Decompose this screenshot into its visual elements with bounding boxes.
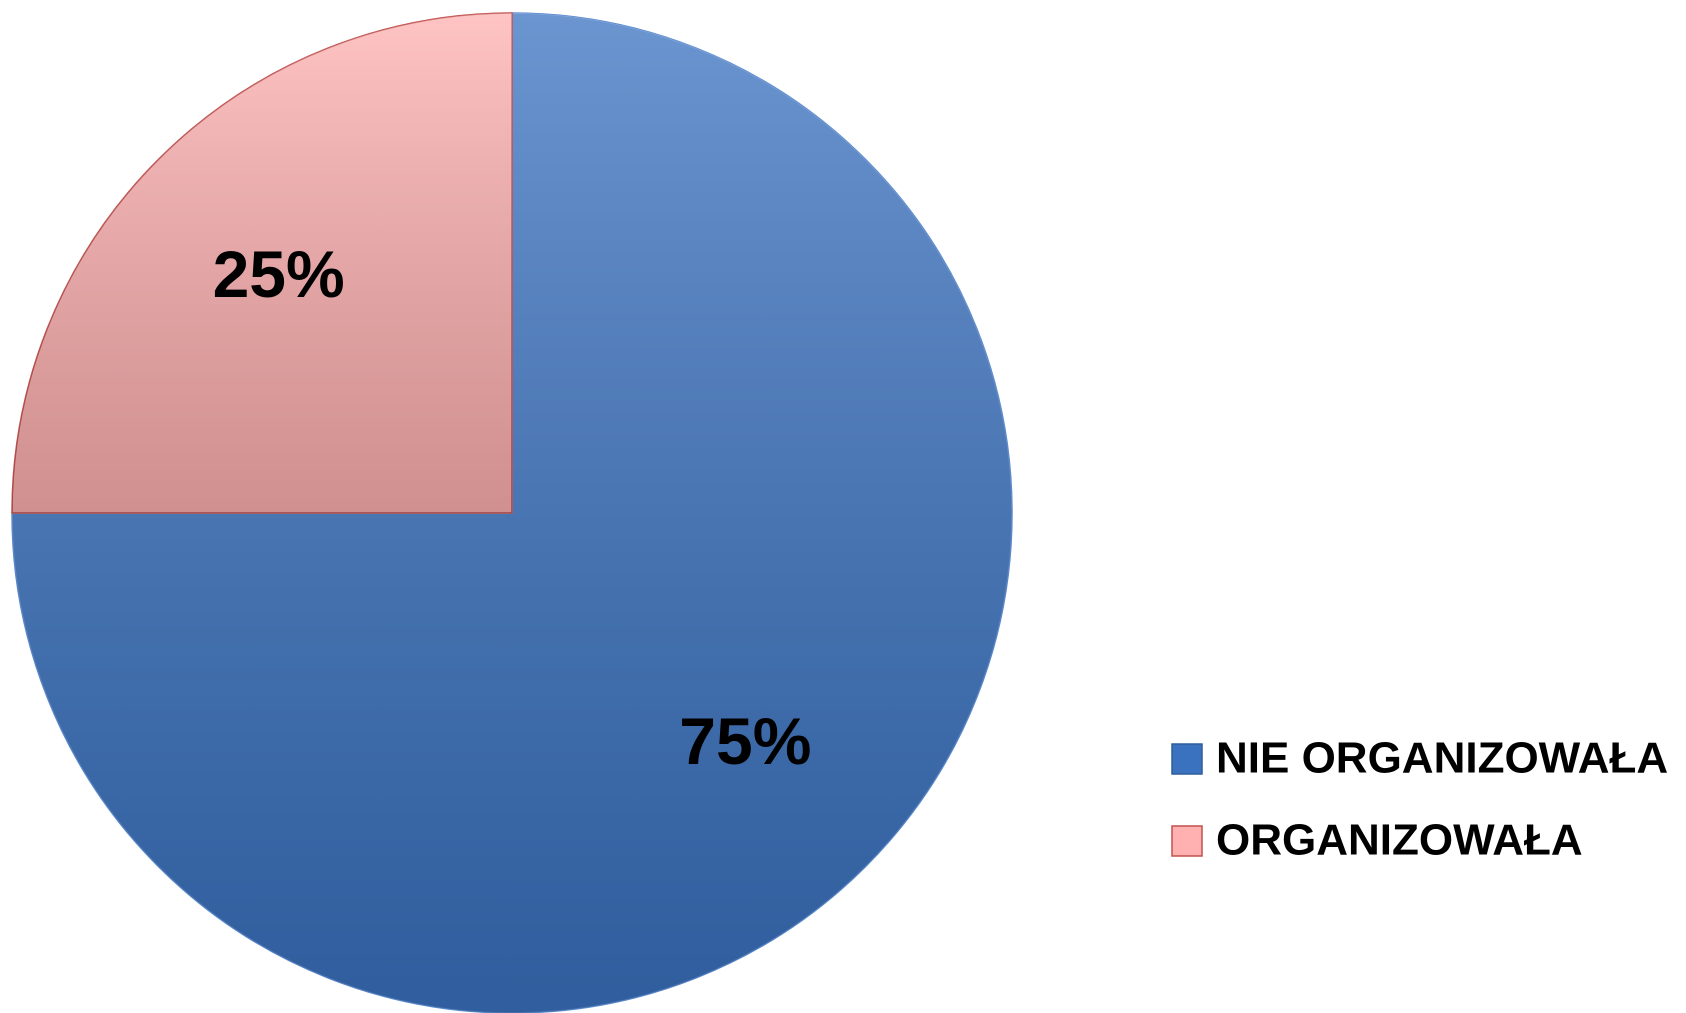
pie: 75% 25% [11,12,1013,1013]
data-label: 75% [679,704,811,778]
legend-swatch [1171,743,1203,775]
legend-swatch [1171,825,1203,857]
legend-label: NIE ORGANIZOWAŁA [1216,734,1668,783]
data-label: 25% [213,237,345,311]
legend: NIE ORGANIZOWAŁA ORGANIZOWAŁA [1171,734,1668,865]
legend-label: ORGANIZOWAŁA [1216,816,1583,865]
